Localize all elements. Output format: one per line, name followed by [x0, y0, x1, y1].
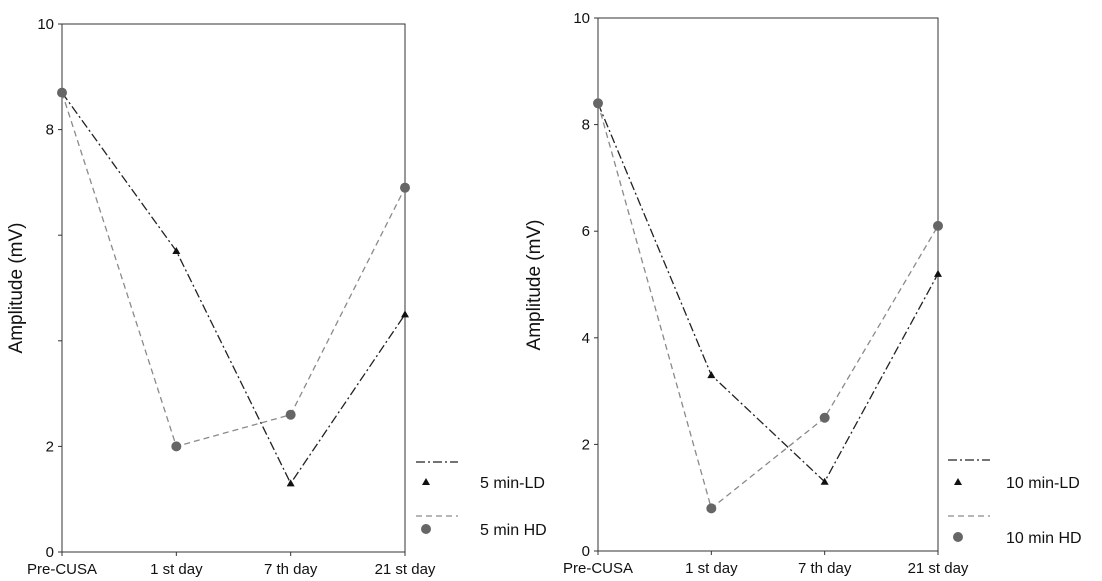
y-tick-label: 8 — [582, 117, 590, 134]
y-tick-label: 2 — [582, 436, 590, 453]
legend-marker-triangle — [954, 478, 962, 485]
x-tick-label: 1 st day — [685, 560, 738, 577]
y-tick-label: 2 — [46, 438, 54, 455]
x-tick-label: Pre-CUSA — [27, 561, 97, 578]
data-point-circle — [706, 503, 717, 514]
series-line-1 — [61, 92, 406, 485]
data-point-triangle — [820, 477, 829, 485]
data-point-triangle — [707, 371, 716, 379]
plot-frame — [597, 17, 939, 552]
y-tick-label: 0 — [46, 544, 54, 561]
data-point-triangle — [172, 247, 181, 255]
x-tick-label: 7 th day — [798, 560, 852, 577]
chart-1: 0 2 8 10 Pre-CUSA 1 st day 7 th day 21 st day Am… — [6, 16, 547, 578]
series-line-2 — [597, 103, 939, 510]
data-point-triangle — [401, 310, 409, 318]
x-tick-label: 21 st day — [908, 560, 969, 577]
x-tick-label: Pre-CUSA — [563, 560, 633, 577]
legend-label: 10 min HD — [1006, 530, 1082, 547]
legend-label: 10 min-LD — [1006, 475, 1080, 492]
y-tick-label: 10 — [573, 10, 590, 27]
data-point-circle — [593, 98, 603, 109]
y-tick-label: 10 — [37, 16, 54, 33]
x-tick-label: 1 st day — [150, 561, 203, 578]
chart-2: 0 2 4 6 8 10 Pre-CUSA 1 st day 7 th day 21 st day… — [524, 10, 1082, 577]
data-point-circle — [400, 182, 410, 193]
x-tick-label: 21 st day — [375, 561, 436, 578]
data-point-circle — [933, 220, 943, 231]
data-point-circle — [285, 409, 296, 420]
legend-marker-circle — [421, 524, 431, 534]
data-point-circle — [819, 412, 830, 423]
legend-label: 5 min HD — [480, 522, 547, 539]
y-tick-label: 6 — [582, 223, 590, 240]
data-point-circle — [57, 87, 67, 98]
x-tick-label: 7 th day — [264, 561, 318, 578]
y-axis-title: Amplitude (mV) — [524, 220, 545, 351]
data-point-circle — [171, 441, 182, 452]
series-line-2 — [61, 92, 406, 448]
y-tick-label: 8 — [46, 122, 54, 139]
y-tick-label: 0 — [582, 543, 590, 560]
series-line-1 — [597, 103, 939, 483]
data-point-triangle — [934, 269, 942, 277]
legend-marker-circle — [953, 532, 963, 542]
legend-label: 5 min-LD — [480, 475, 545, 492]
legend-marker-triangle — [422, 478, 430, 485]
plot-frame — [61, 23, 406, 553]
data-point-triangle — [286, 479, 295, 487]
y-axis-title: Amplitude (mV) — [6, 223, 27, 354]
y-tick-label: 4 — [582, 330, 590, 347]
